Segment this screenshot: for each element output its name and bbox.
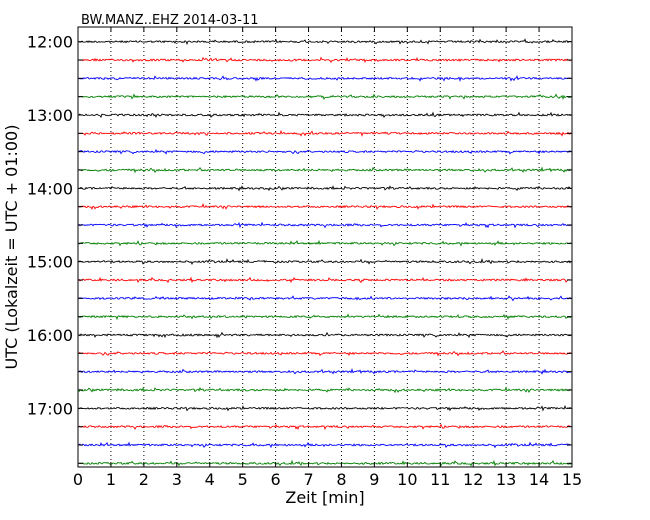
traces-group (78, 38, 572, 467)
seismic-trace (78, 239, 572, 247)
seismic-trace (78, 221, 572, 229)
x-tick-label: 10 (397, 470, 417, 489)
seismic-trace (78, 313, 572, 321)
y-axis: 12:00 13:00 14:00 15:00 16:00 17:00 (27, 33, 572, 464)
y-tick-label: 12:00 (27, 33, 73, 52)
y-tick-label: 16:00 (27, 326, 73, 345)
x-axis: 0 1 2 3 4 5 6 7 8 9 10 11 12 13 14 15 (73, 27, 582, 489)
seismic-trace (78, 129, 572, 137)
x-tick-label: 9 (369, 470, 379, 489)
x-tick-label: 2 (139, 470, 149, 489)
seismic-trace (78, 386, 572, 394)
x-axis-title: Zeit [min] (285, 488, 364, 507)
seismic-trace (78, 331, 572, 339)
x-tick-label: 14 (529, 470, 549, 489)
x-tick-label: 12 (463, 470, 483, 489)
seismic-trace (78, 75, 572, 82)
x-tick-label: 4 (205, 470, 215, 489)
x-tick-label: 8 (336, 470, 346, 489)
seismic-trace (78, 350, 572, 357)
seismic-trace (78, 423, 572, 431)
seismic-trace (78, 38, 572, 46)
x-tick-label: 15 (562, 470, 582, 489)
y-tick-label: 15:00 (27, 253, 73, 272)
y-tick-label: 14:00 (27, 179, 73, 198)
seismic-trace (78, 111, 572, 119)
seismic-trace (78, 459, 572, 467)
x-tick-label: 1 (106, 470, 116, 489)
x-tick-label: 0 (73, 470, 83, 489)
seismic-trace (78, 257, 572, 266)
x-tick-label: 7 (303, 470, 313, 489)
seismic-trace (78, 148, 572, 155)
y-tick-label: 13:00 (27, 106, 73, 125)
seismic-trace (78, 276, 571, 284)
y-tick-label: 17:00 (27, 399, 73, 418)
seismic-trace (78, 405, 572, 412)
x-tick-label: 6 (271, 470, 281, 489)
x-tick-label: 13 (496, 470, 516, 489)
seismic-trace (78, 295, 572, 302)
seismic-trace (78, 368, 572, 375)
plot-frame (77, 26, 573, 468)
chart-title: BW.MANZ..EHZ 2014-03-11 (81, 13, 259, 28)
y-axis-title: UTC (Lokalzeit = UTC + 01:00) (2, 125, 21, 370)
seismic-trace (78, 56, 572, 64)
seismic-trace (78, 166, 572, 174)
x-tick-label: 11 (430, 470, 450, 489)
x-tick-label: 5 (238, 470, 248, 489)
vertical-grid (110, 27, 540, 467)
seismic-trace (78, 203, 572, 210)
x-tick-label: 3 (172, 470, 182, 489)
seismic-trace (78, 441, 572, 449)
seismic-trace (78, 93, 572, 100)
seismic-trace (78, 185, 572, 192)
